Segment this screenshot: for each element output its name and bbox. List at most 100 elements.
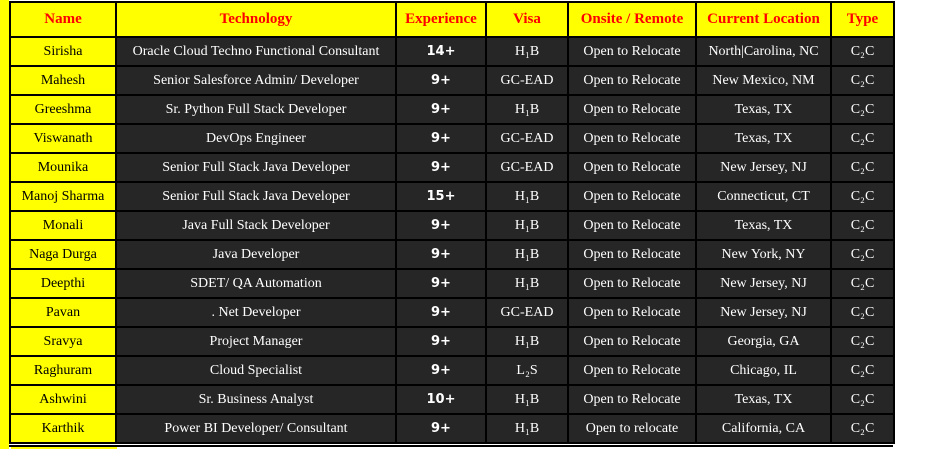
cell-location[interactable]: Texas, TX xyxy=(695,210,832,241)
cell-location[interactable]: North|Carolina, NC xyxy=(695,36,832,67)
cell-type[interactable]: C₂C xyxy=(830,65,895,96)
cell-technology[interactable]: Java Full Stack Developer xyxy=(115,210,397,241)
header-cell-onsite[interactable]: Onsite / Remote xyxy=(567,1,697,38)
cell-location[interactable]: Chicago, IL xyxy=(695,355,832,386)
cell-onsite[interactable]: Open to Relocate xyxy=(567,65,697,96)
cell-onsite[interactable]: Open to Relocate xyxy=(567,123,697,154)
cell-name[interactable]: Pavan xyxy=(9,297,117,328)
cell-type[interactable]: C₂C xyxy=(830,268,895,299)
cell-visa[interactable]: H₁B xyxy=(485,36,569,67)
cell-location[interactable]: New York, NY xyxy=(695,239,832,270)
cell-location[interactable]: New Jersey, NJ xyxy=(695,268,832,299)
cell-location[interactable]: Texas, TX xyxy=(695,94,832,125)
cell-type[interactable]: C₂C xyxy=(830,210,895,241)
cell-location[interactable]: Texas, TX xyxy=(695,384,832,415)
cell-location[interactable]: California, CA xyxy=(695,413,832,444)
cell-name[interactable]: Raghuram xyxy=(9,355,117,386)
cell-location[interactable]: New Jersey, NJ xyxy=(695,297,832,328)
cell-experience[interactable]: 9+ xyxy=(395,123,487,154)
header-cell-type[interactable]: Type xyxy=(830,1,895,38)
cell-onsite[interactable]: Open to Relocate xyxy=(567,326,697,357)
cell-location[interactable]: Connecticut, CT xyxy=(695,181,832,212)
cell-experience[interactable]: 14+ xyxy=(395,36,487,67)
cell-type[interactable]: C₂C xyxy=(830,297,895,328)
cell-technology[interactable]: Cloud Specialist xyxy=(115,355,397,386)
cell-name[interactable]: Deepthi xyxy=(9,268,117,299)
cell-onsite[interactable]: Open to relocate xyxy=(567,413,697,444)
cell-visa[interactable]: GC-EAD xyxy=(485,123,569,154)
cell-name[interactable]: Karthik xyxy=(9,413,117,444)
cell-type[interactable]: C₂C xyxy=(830,326,895,357)
cell-technology[interactable]: DevOps Engineer xyxy=(115,123,397,154)
cell-location[interactable]: New Jersey, NJ xyxy=(695,152,832,183)
cell-type[interactable]: C₂C xyxy=(830,413,895,444)
cell-type[interactable]: C₂C xyxy=(830,36,895,67)
cell-type[interactable]: C₂C xyxy=(830,123,895,154)
cell-visa[interactable]: GC-EAD xyxy=(485,65,569,96)
cell-location[interactable]: New Mexico, NM xyxy=(695,65,832,96)
cell-name[interactable]: Mahesh xyxy=(9,65,117,96)
cell-name[interactable]: Viswanath xyxy=(9,123,117,154)
header-cell-experience[interactable]: Experience xyxy=(395,1,487,38)
cell-name[interactable]: Sravya xyxy=(9,326,117,357)
cell-technology[interactable]: Sr. Python Full Stack Developer xyxy=(115,94,397,125)
cell-type[interactable]: C₂C xyxy=(830,239,895,270)
cell-name[interactable]: Sirisha xyxy=(9,36,117,67)
cell-visa[interactable]: GC-EAD xyxy=(485,297,569,328)
header-cell-technology[interactable]: Technology xyxy=(115,1,397,38)
cell-technology[interactable]: . Net Developer xyxy=(115,297,397,328)
cell-visa[interactable]: H₁B xyxy=(485,94,569,125)
cell-experience[interactable]: 9+ xyxy=(395,65,487,96)
cell-experience[interactable]: 9+ xyxy=(395,268,487,299)
cell-visa[interactable]: H₁B xyxy=(485,268,569,299)
header-cell-visa[interactable]: Visa xyxy=(485,1,569,38)
cell-technology[interactable]: Sr. Business Analyst xyxy=(115,384,397,415)
cell-visa[interactable]: H₁B xyxy=(485,384,569,415)
cell-technology[interactable]: Project Manager xyxy=(115,326,397,357)
cell-experience[interactable]: 9+ xyxy=(395,355,487,386)
cell-technology[interactable]: Senior Full Stack Java Developer xyxy=(115,181,397,212)
cell-onsite[interactable]: Open to Relocate xyxy=(567,36,697,67)
cell-visa[interactable]: GC-EAD xyxy=(485,152,569,183)
cell-technology[interactable]: Oracle Cloud Techno Functional Consultan… xyxy=(115,36,397,67)
cell-type[interactable]: C₂C xyxy=(830,181,895,212)
cell-visa[interactable]: L₂S xyxy=(485,355,569,386)
cell-visa[interactable]: H₁B xyxy=(485,326,569,357)
cell-visa[interactable]: H₁B xyxy=(485,239,569,270)
cell-technology[interactable]: Senior Salesforce Admin/ Developer xyxy=(115,65,397,96)
cell-location[interactable]: Georgia, GA xyxy=(695,326,832,357)
header-cell-name[interactable]: Name xyxy=(9,1,117,38)
cell-experience[interactable]: 9+ xyxy=(395,210,487,241)
cell-technology[interactable]: SDET/ QA Automation xyxy=(115,268,397,299)
cell-type[interactable]: C₂C xyxy=(830,152,895,183)
cell-location[interactable]: Texas, TX xyxy=(695,123,832,154)
cell-experience[interactable]: 9+ xyxy=(395,326,487,357)
cell-onsite[interactable]: Open to Relocate xyxy=(567,210,697,241)
cell-name[interactable]: Naga Durga xyxy=(9,239,117,270)
cell-onsite[interactable]: Open to Relocate xyxy=(567,297,697,328)
cell-name[interactable]: Manoj Sharma xyxy=(9,181,117,212)
cell-experience[interactable]: 9+ xyxy=(395,297,487,328)
cell-technology[interactable]: Power BI Developer/ Consultant xyxy=(115,413,397,444)
cell-type[interactable]: C₂C xyxy=(830,94,895,125)
cell-experience[interactable]: 9+ xyxy=(395,239,487,270)
cell-onsite[interactable]: Open to Relocate xyxy=(567,355,697,386)
cell-onsite[interactable]: Open to Relocate xyxy=(567,152,697,183)
cell-onsite[interactable]: Open to Relocate xyxy=(567,384,697,415)
cell-technology[interactable]: Java Developer xyxy=(115,239,397,270)
cell-name[interactable]: Ashwini xyxy=(9,384,117,415)
cell-technology[interactable]: Senior Full Stack Java Developer xyxy=(115,152,397,183)
cell-experience[interactable]: 9+ xyxy=(395,152,487,183)
cell-type[interactable]: C₂C xyxy=(830,355,895,386)
cell-name[interactable]: Greeshma xyxy=(9,94,117,125)
cell-experience[interactable]: 9+ xyxy=(395,94,487,125)
cell-onsite[interactable]: Open to Relocate xyxy=(567,94,697,125)
cell-experience[interactable]: 10+ xyxy=(395,384,487,415)
cell-type[interactable]: C₂C xyxy=(830,384,895,415)
cell-onsite[interactable]: Open to Relocate xyxy=(567,268,697,299)
cell-name[interactable]: Mounika xyxy=(9,152,117,183)
cell-visa[interactable]: H₁B xyxy=(485,210,569,241)
header-cell-location[interactable]: Current Location xyxy=(695,1,832,38)
cell-onsite[interactable]: Open to Relocate xyxy=(567,181,697,212)
cell-name[interactable]: Monali xyxy=(9,210,117,241)
